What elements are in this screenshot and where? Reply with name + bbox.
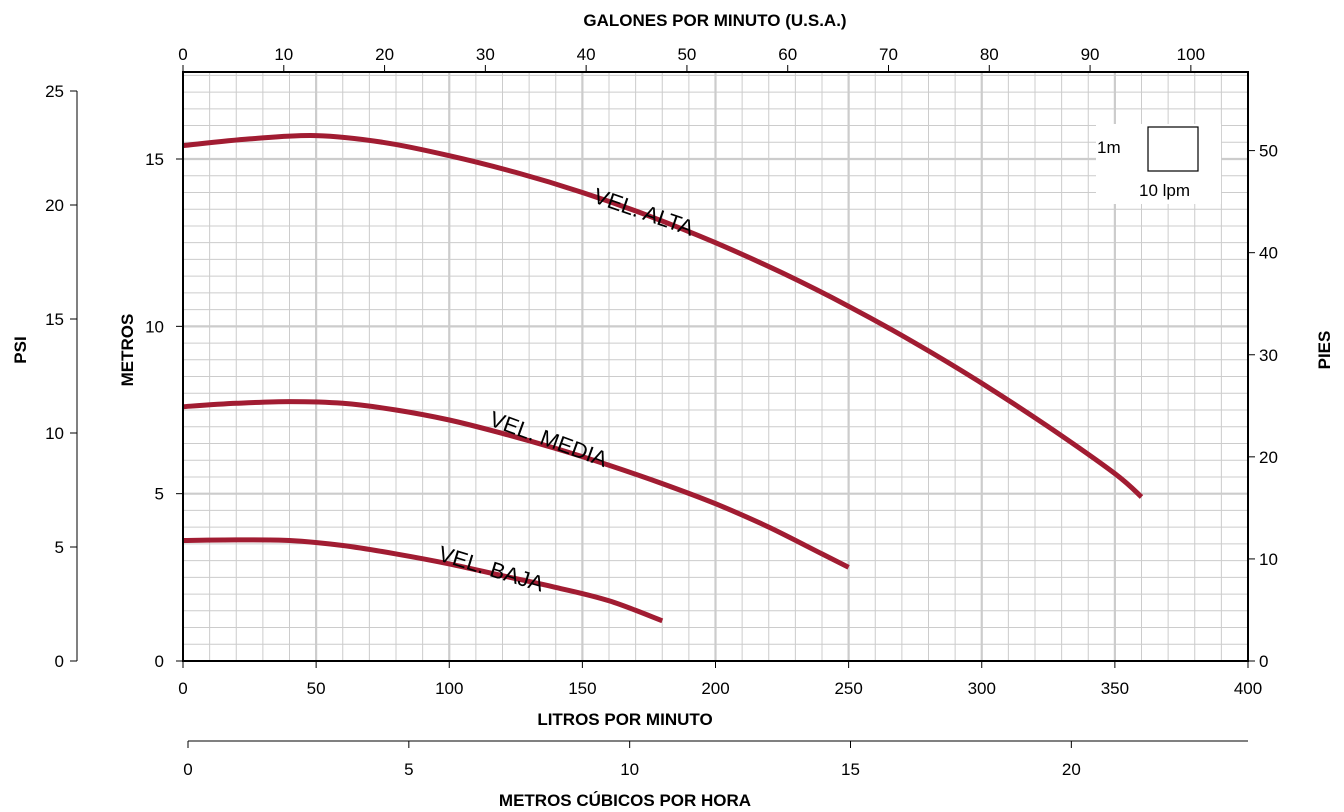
scale-height-label: 1m [1097, 138, 1121, 157]
bottom-axis-tick-label: 350 [1101, 679, 1129, 698]
right-axis-tick-label: 10 [1259, 550, 1278, 569]
top-axis-tick-label: 100 [1177, 45, 1205, 64]
top-axis-tick-label: 30 [476, 45, 495, 64]
left-axis-tick-label: 15 [145, 150, 164, 169]
scale-legend: 1m 10 lpm [1096, 124, 1221, 204]
top-axis-tick-label: 80 [980, 45, 999, 64]
bottom-axis-tick-label: 0 [178, 679, 187, 698]
psi-axis-tick-label: 25 [45, 82, 64, 101]
psi-axis-tick-label: 15 [45, 310, 64, 329]
psi-axis-tick-label: 5 [55, 538, 64, 557]
psi-axis-tick-label: 0 [55, 652, 64, 671]
top-axis-tick-label: 40 [577, 45, 596, 64]
bottom-axis-tick-label: 250 [834, 679, 862, 698]
psi-axis-title: PSI [11, 336, 30, 363]
top-axis-tick-label: 50 [677, 45, 696, 64]
scale-legend-square [1147, 126, 1199, 172]
right-axis-tick-label: 40 [1259, 244, 1278, 263]
grid [183, 72, 1248, 661]
left-axis-tick-label: 5 [155, 485, 164, 504]
bottom-axis-tick-label: 300 [968, 679, 996, 698]
m3h-axis-tick-label: 10 [620, 760, 639, 779]
psi-axis-tick-label: 10 [45, 424, 64, 443]
left-axis-tick-label: 10 [145, 317, 164, 336]
m3h-axis-tick-label: 15 [841, 760, 860, 779]
top-axis-tick-label: 90 [1081, 45, 1100, 64]
left-axis-title: METROS [118, 314, 137, 387]
bottom-axis-tick-label: 150 [568, 679, 596, 698]
right-axis-tick-label: 30 [1259, 346, 1278, 365]
scale-legend-bg [1096, 124, 1221, 204]
right-axis-tick-label: 0 [1259, 652, 1268, 671]
bottom-axis-tick-label: 100 [435, 679, 463, 698]
top-axis-tick-label: 20 [375, 45, 394, 64]
curve-label-baja: VEL. BAJA [436, 541, 548, 597]
bottom-axis-tick-label: 200 [701, 679, 729, 698]
right-axis-title: PIES [1315, 331, 1334, 370]
scale-width-label: 10 lpm [1139, 181, 1190, 200]
right-axis-tick-label: 50 [1259, 142, 1278, 161]
m3h-axis-title: METROS CÚBICOS POR HORA [499, 791, 751, 810]
series-line-2 [182, 537, 664, 624]
curve-label-media: VEL. MEDIA [486, 406, 611, 472]
top-axis-tick-label: 70 [879, 45, 898, 64]
curve-label-alta: VEL. ALTA [590, 183, 697, 241]
psi-axis-tick-label: 20 [45, 196, 64, 215]
series-line-0 [182, 133, 1144, 499]
bottom-axis-title: LITROS POR MINUTO [537, 710, 712, 729]
top-axis-tick-label: 0 [178, 45, 187, 64]
curves [182, 133, 1144, 624]
m3h-axis-tick-label: 0 [183, 760, 192, 779]
m3h-axis-tick-label: 5 [404, 760, 413, 779]
right-axis-tick-label: 20 [1259, 448, 1278, 467]
top-axis-tick-label: 60 [778, 45, 797, 64]
top-axis-tick-label: 10 [274, 45, 293, 64]
left-axis-tick-label: 0 [155, 652, 164, 671]
bottom-axis-tick-label: 400 [1234, 679, 1262, 698]
m3h-axis-tick-label: 20 [1062, 760, 1081, 779]
series-line-1 [182, 399, 850, 570]
bottom-axis-tick-label: 50 [307, 679, 326, 698]
top-axis-title: GALONES POR MINUTO (U.S.A.) [583, 11, 846, 30]
